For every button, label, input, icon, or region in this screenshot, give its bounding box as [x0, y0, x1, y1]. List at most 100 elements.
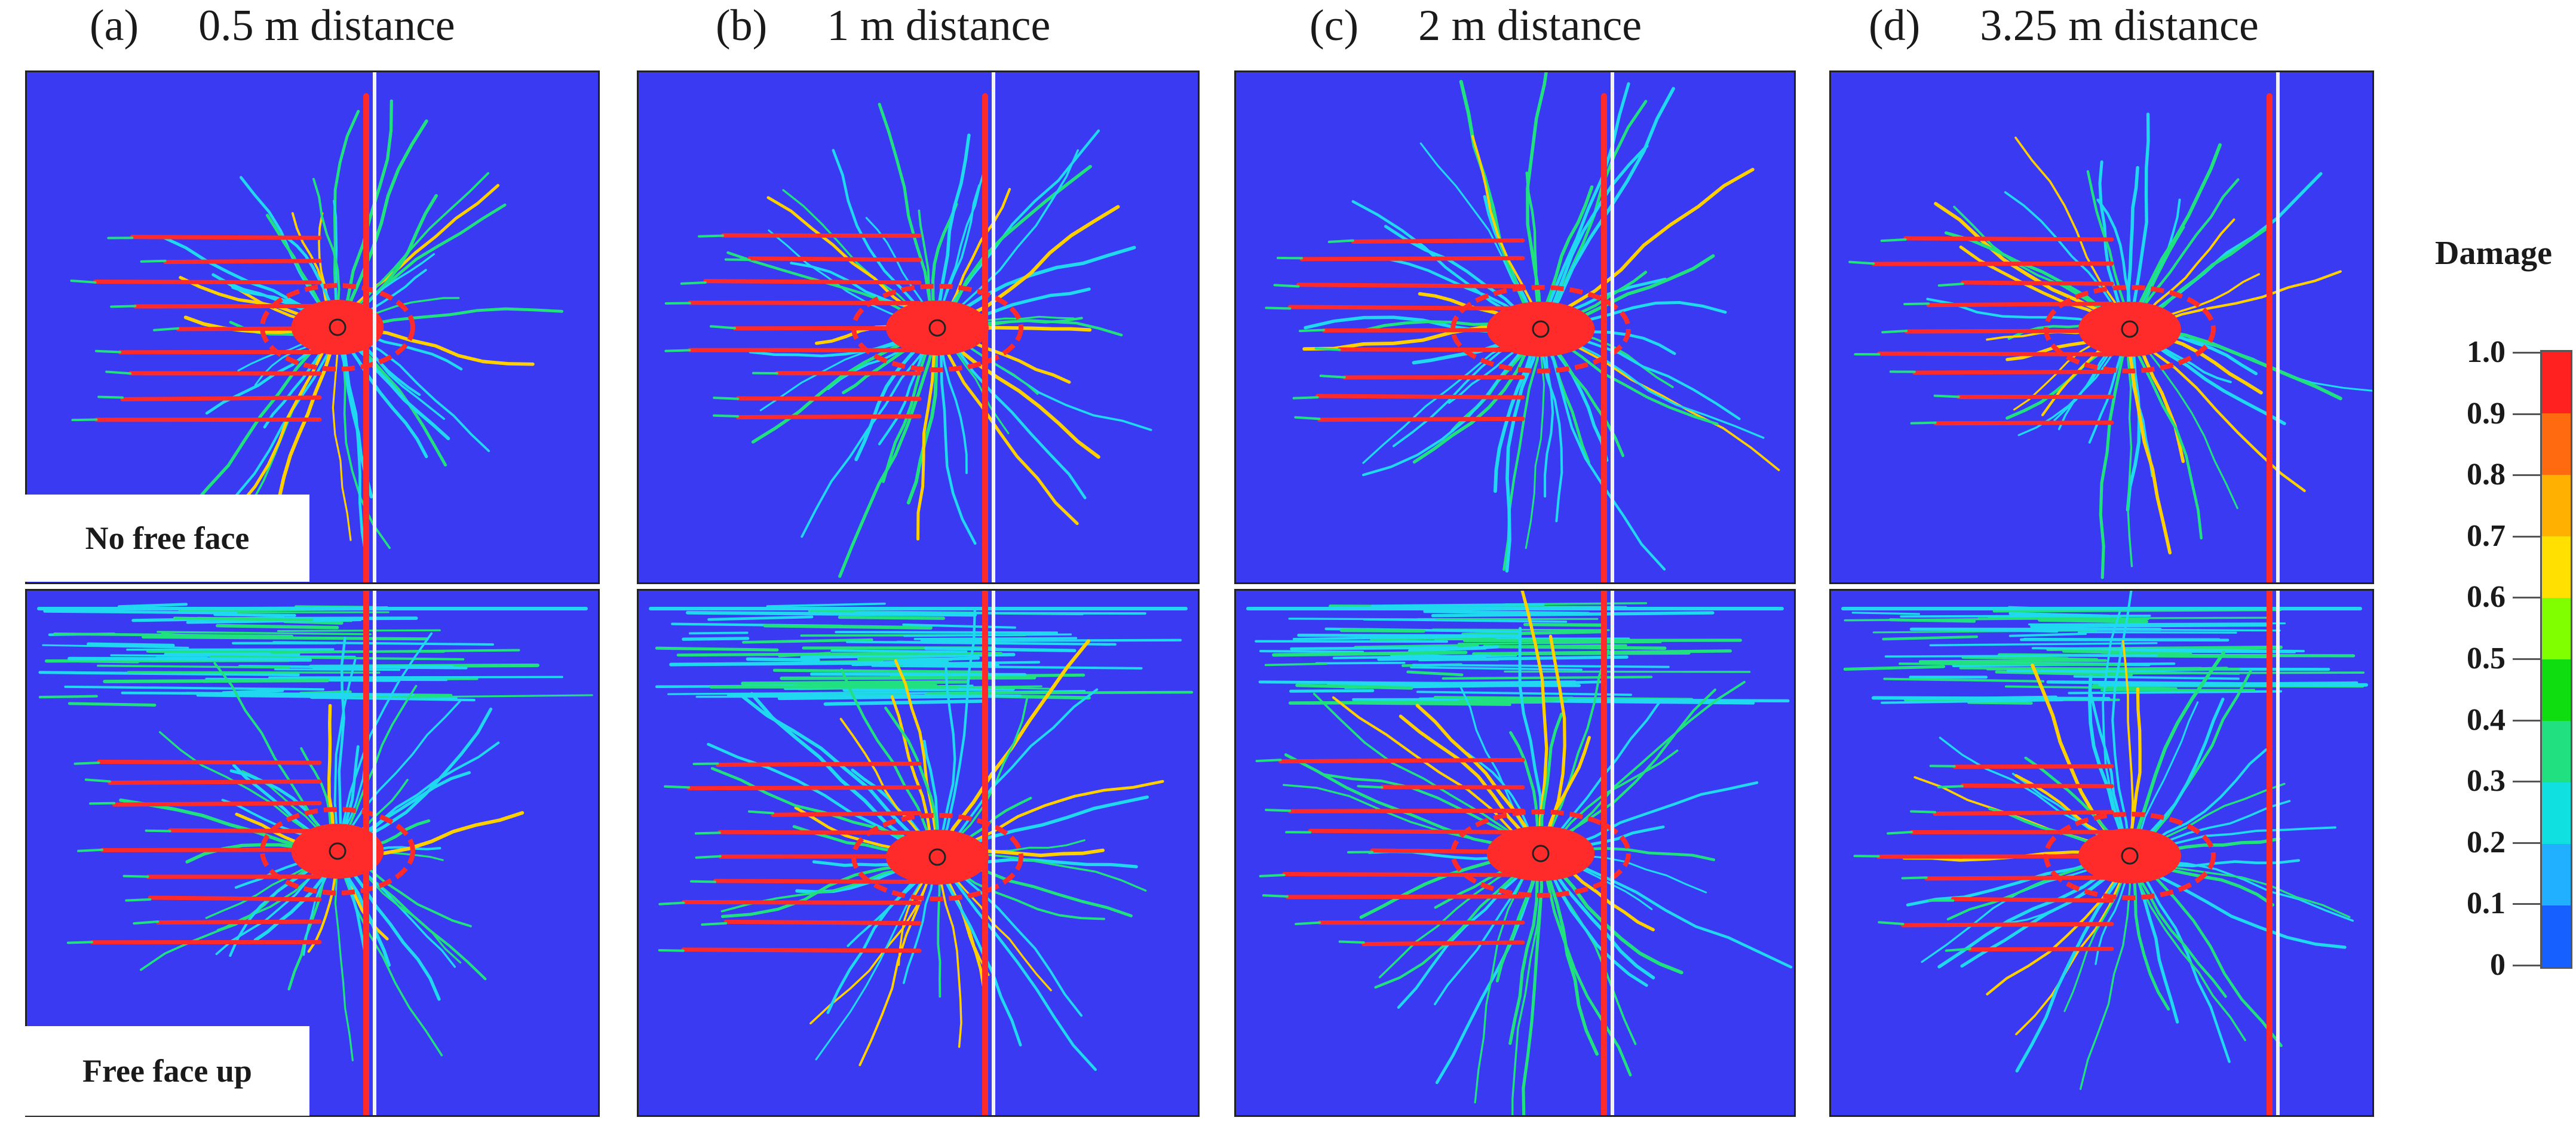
free-face-crack	[103, 679, 330, 683]
radial-crack	[936, 855, 1097, 1072]
radial-crack	[1986, 854, 2132, 996]
radial-crack	[1539, 327, 1563, 523]
free-face-crack	[766, 602, 886, 607]
free-face-crack	[902, 623, 1016, 629]
free-face-crack	[1292, 635, 1502, 641]
colorbar-tick	[2513, 965, 2540, 966]
radial-crack-red	[703, 279, 922, 285]
radial-crack-red	[120, 395, 322, 401]
free-face-crack	[1431, 611, 1715, 618]
radial-crack-red	[148, 895, 322, 902]
free-face-crack	[38, 671, 300, 677]
free-face-crack	[271, 649, 520, 654]
free-face-crack	[1899, 662, 2125, 666]
free-face-crack	[1288, 700, 1544, 705]
colorbar-tick-label: 0.5	[2467, 641, 2506, 676]
radial-crack-red	[1361, 940, 1525, 947]
free-face-crack	[913, 637, 1078, 640]
radial-crack-red	[1900, 922, 2114, 928]
radial-crack-tip	[1878, 921, 1905, 926]
damage-map-c-free-face-up	[1234, 589, 1796, 1117]
colorbar-tick-label: 0.4	[2467, 702, 2506, 737]
free-face-crack	[669, 660, 949, 667]
damage-pattern	[1265, 72, 1780, 582]
radial-crack	[2128, 327, 2172, 555]
radial-crack-red	[168, 828, 322, 834]
free-face-crack	[64, 685, 325, 691]
colorbar-segment	[2542, 844, 2571, 906]
radial-crack	[2128, 854, 2231, 1063]
radial-crack-tip	[66, 941, 93, 944]
radial-crack	[336, 172, 490, 329]
radial-crack	[1332, 696, 1542, 855]
colorbar-segment	[2542, 413, 2571, 475]
borehole	[329, 318, 346, 336]
damage-map-d-no-free-face	[1829, 70, 2374, 584]
free-face-crack	[1416, 690, 1632, 696]
row-label-free-face-up: Free face up	[25, 1026, 309, 1116]
radial-crack	[2128, 143, 2222, 331]
radial-crack-tip	[71, 418, 98, 422]
panel-label: (a)	[90, 1, 139, 50]
colorbar-tick	[2513, 842, 2540, 844]
colorbar-segment	[2542, 598, 2571, 660]
radial-crack-red	[163, 259, 322, 265]
radial-crack-tip	[1294, 416, 1321, 420]
radial-crack-red	[1351, 238, 1525, 244]
colorbar-tick-label: 1.0	[2467, 335, 2506, 369]
radial-crack-red	[1296, 283, 1525, 288]
panel-title-a: (a) 0.5 m distance	[90, 4, 455, 48]
free-face-crack	[2098, 681, 2359, 686]
radial-crack	[936, 326, 1079, 526]
radial-crack	[1540, 680, 1746, 855]
radial-crack-tip	[1295, 921, 1321, 926]
radial-crack-tip	[1903, 302, 1930, 306]
free-face-crack	[809, 672, 1027, 677]
radial-crack-red	[1960, 783, 2114, 788]
radial-crack	[1474, 852, 1542, 1104]
free-face-crack	[1410, 666, 1583, 671]
free-face-crack	[1440, 645, 1499, 652]
radial-crack-tip	[1255, 759, 1282, 763]
radial-crack-tip	[664, 785, 691, 789]
radial-crack-red	[155, 919, 322, 925]
free-face-crack	[1347, 680, 1577, 686]
free-face-crack	[1370, 603, 1545, 607]
radial-crack-tip	[1357, 785, 1384, 789]
free-face-crack	[1290, 646, 1459, 650]
radial-crack	[906, 326, 939, 505]
free-face-crack	[823, 699, 984, 706]
radial-crack-tip	[140, 259, 167, 263]
joint-line	[373, 72, 376, 582]
free-face-crack	[920, 638, 1182, 643]
radial-crack	[2014, 136, 2131, 330]
radial-crack	[1539, 144, 1649, 331]
radial-crack	[936, 326, 977, 545]
radial-crack-tip	[1265, 808, 1292, 812]
free-face-crack	[855, 662, 999, 667]
radial-crack	[936, 326, 1087, 499]
radial-crack	[1522, 852, 1544, 1115]
radial-crack-red	[1903, 236, 2114, 242]
radial-crack	[936, 149, 1080, 329]
radial-crack-red	[1299, 256, 1525, 262]
radial-crack-tip	[697, 234, 724, 238]
damage-pattern	[649, 591, 1194, 1115]
radial-crack	[1471, 134, 1542, 331]
colorbar-tick-label: 0.1	[2467, 886, 2506, 921]
radial-crack-red	[130, 235, 322, 240]
free-face-crack	[793, 681, 938, 687]
free-face-crack	[1390, 653, 1459, 659]
radial-crack-tip	[125, 898, 152, 902]
free-face-crack	[1844, 617, 2063, 622]
radial-crack	[237, 326, 339, 508]
free-face-crack	[2068, 690, 2283, 695]
free-face-crack	[1961, 656, 2099, 661]
radial-crack	[2015, 854, 2132, 1073]
radial-crack-tip	[94, 349, 121, 354]
joint-line	[992, 591, 995, 1115]
damage-pattern	[1246, 591, 1793, 1115]
radial-crack	[1520, 591, 1548, 855]
panel-caption: 2 m distance	[1418, 1, 1642, 50]
colorbar-tick-label: 0.3	[2467, 764, 2506, 799]
